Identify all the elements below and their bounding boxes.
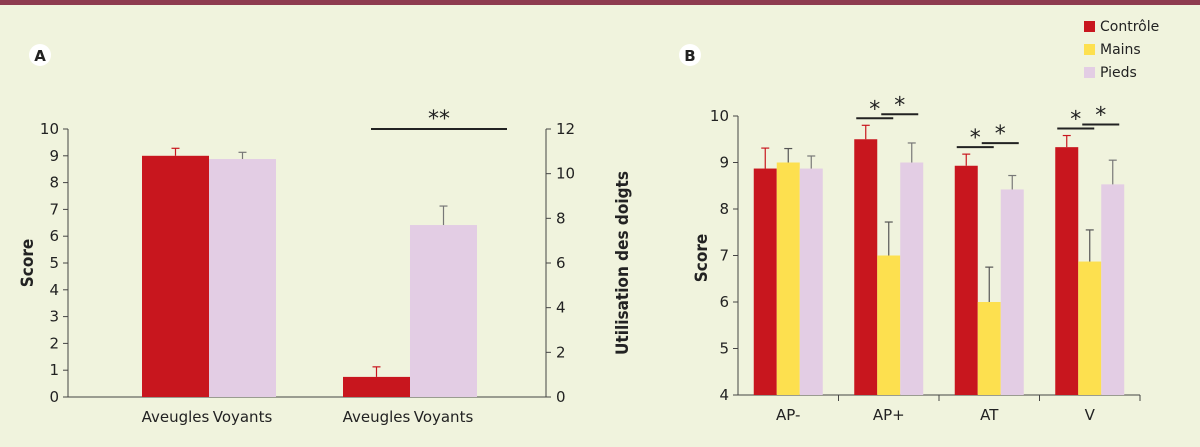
panel-b-significance-marker: *: [970, 126, 981, 151]
panel-b-bar-pieds: [900, 162, 924, 395]
legend-label-mains: Mains: [1100, 42, 1141, 58]
panel-a-ytick-right-label: 6: [556, 254, 566, 272]
panel-b-significance-marker: *: [995, 122, 1006, 147]
panel-b-bar-pieds: [1000, 189, 1024, 395]
panel-a-ytick-right-label: 8: [556, 209, 566, 227]
panel-a-x-label: Voyants: [213, 408, 273, 426]
panel-b-ytick-label: 5: [719, 340, 729, 358]
panel-a-ytick-label: 7: [49, 200, 59, 218]
panel-b-bar-contrôle: [1055, 147, 1079, 395]
panel-a-bar-voyants: [410, 225, 477, 397]
panel-b-significance-marker: *: [1095, 104, 1106, 129]
panel-b-significance-marker: *: [894, 93, 905, 118]
panel-b-bar-pieds: [1101, 184, 1125, 395]
top-border: [0, 0, 1200, 5]
panel-a-ytick-right-label: 4: [556, 299, 566, 317]
panel-b-bar-pieds: [799, 168, 823, 395]
panel-b-x-label: AT: [980, 406, 999, 424]
panel-a-letter: A: [34, 47, 46, 65]
panel-a-significance-marker: **: [428, 107, 450, 132]
panel-b-bar-contrôle: [753, 168, 777, 395]
panel-b-significance-marker: *: [869, 97, 880, 122]
panel-a-ylabel: Score: [18, 239, 38, 288]
panel-b-ytick-label: 4: [719, 386, 729, 404]
legend-label-contrôle: Contrôle: [1100, 19, 1159, 35]
legend-label-pieds: Pieds: [1100, 65, 1137, 81]
panel-b-bar-mains: [977, 302, 1001, 395]
legend-swatch-mains: [1084, 44, 1095, 55]
panel-b-significance-marker: *: [1070, 108, 1081, 133]
panel-a-ytick-label: 1: [49, 361, 59, 379]
panel-b-ytick-label: 8: [719, 200, 729, 218]
panel-b-ytick-label: 6: [719, 293, 729, 311]
panel-b-x-label: AP-: [776, 406, 800, 424]
panel-b-bar-mains: [776, 162, 800, 395]
panel-a-x-label: Aveugles: [142, 408, 210, 426]
panel-a-ytick-right-label: 10: [556, 165, 575, 183]
panel-a-bar-aveugles: [343, 376, 410, 397]
legend-swatch-contrôle: [1084, 21, 1095, 32]
panel-b-ytick-label: 9: [719, 154, 729, 172]
panel-b-x-label: V: [1085, 406, 1096, 424]
panel-b-bar-mains: [1078, 261, 1102, 395]
panel-b-bar-contrôle: [954, 165, 978, 395]
panel-a-ytick-label: 8: [49, 174, 59, 192]
panel-b-badge: [679, 44, 701, 66]
panel-b-ytick-label: 7: [719, 247, 729, 265]
panel-b-bar-contrôle: [854, 139, 878, 395]
panel-a-x-label: Voyants: [414, 408, 474, 426]
panel-b-x-label: AP+: [873, 406, 905, 424]
panel-b-ytick-label: 10: [710, 107, 729, 125]
panel-b-ylabel: Score: [692, 234, 712, 283]
legend-swatch-pieds: [1084, 67, 1095, 78]
panel-a-ytick-label: 5: [49, 254, 59, 272]
panel-a-ytick-label: 9: [49, 147, 59, 165]
panel-b-letter: B: [684, 47, 695, 65]
panel-a-ytick-label: 4: [49, 281, 59, 299]
panel-b-bar-mains: [877, 255, 901, 395]
panel-a-ytick-label: 2: [49, 334, 59, 352]
panel-a-bar-voyants: [209, 159, 276, 397]
panel-a-ylabel-right: Utilisation des doigts: [613, 171, 633, 355]
panel-a-ytick-right-label: 2: [556, 343, 566, 361]
panel-a-x-label: Aveugles: [343, 408, 411, 426]
panel-a-ytick-right-label: 0: [556, 388, 566, 406]
panel-a-ytick-label: 0: [49, 388, 59, 406]
panel-a-ytick-right-label: 12: [556, 120, 575, 138]
panel-a-ytick-label: 6: [49, 227, 59, 245]
panel-a-ytick-label: 10: [40, 120, 59, 138]
panel-a-badge: [29, 44, 51, 66]
panel-a-ytick-label: 3: [49, 308, 59, 326]
panel-a-bar-aveugles: [142, 155, 209, 397]
